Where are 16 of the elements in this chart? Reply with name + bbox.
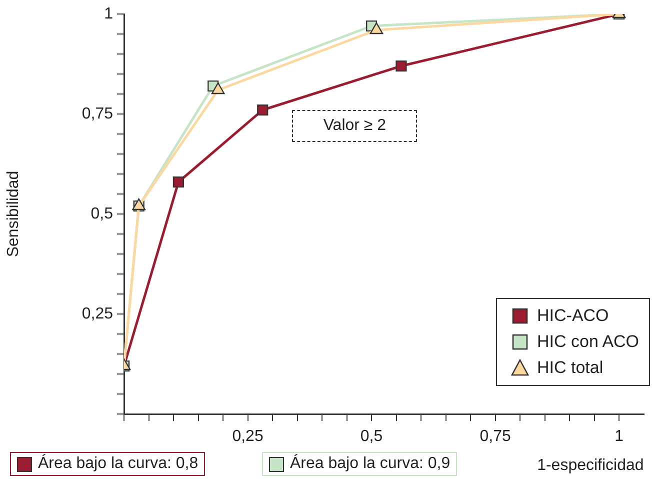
text: Área bajo la curva: 0,8 <box>38 455 198 473</box>
y-axis-title: Sensibilidad <box>5 170 22 258</box>
x-tick-label: 0,75 <box>480 428 511 446</box>
x-tick-label: 0,5 <box>360 428 383 446</box>
y-tick-label: 1 <box>104 5 114 22</box>
x-tick-label: 1 <box>614 428 624 446</box>
y-tick-label: 0,5 <box>90 205 114 222</box>
x-axis-title: 1-especificidad <box>537 456 644 474</box>
legend-label: HIC-ACO <box>537 306 609 326</box>
legend-label: HIC total <box>537 358 604 378</box>
annotation: Valor ≥ 2 <box>292 110 418 142</box>
y-tick-label: 0,25 <box>82 305 114 322</box>
text: Área bajo la curva: 0,9 <box>290 455 450 473</box>
x-tick-label: 0,25 <box>232 428 264 446</box>
legend-label: HIC con ACO <box>537 332 640 352</box>
y-tick-label: 0,75 <box>82 105 114 122</box>
